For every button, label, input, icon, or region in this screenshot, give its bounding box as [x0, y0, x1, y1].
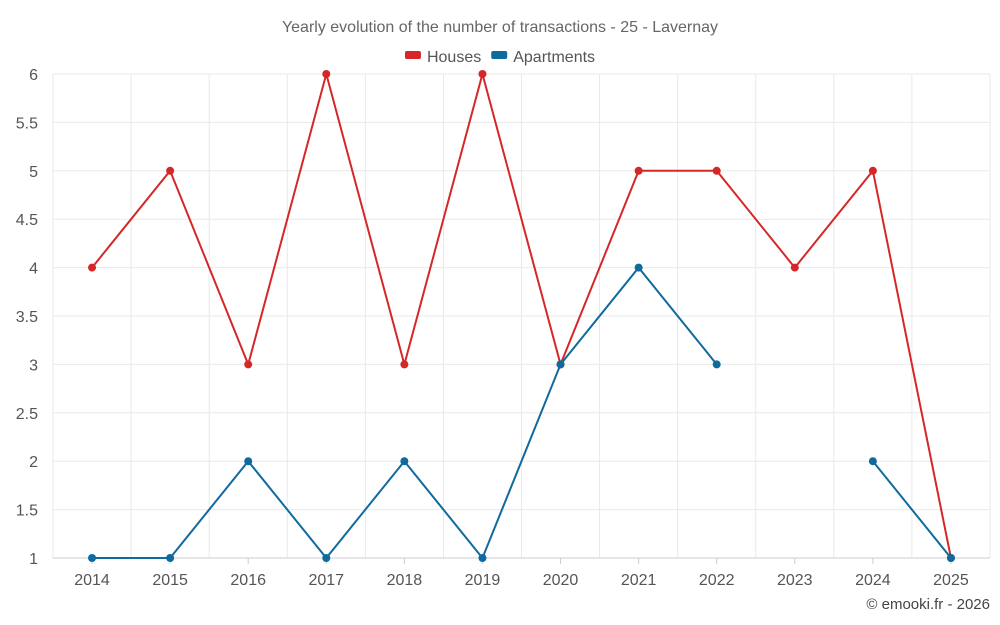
- legend-item-apartments[interactable]: Apartments: [491, 49, 595, 66]
- data-point[interactable]: [478, 70, 487, 78]
- credit-text: © emooki.fr - 2026: [866, 596, 990, 613]
- data-point[interactable]: [88, 554, 97, 562]
- y-tick-label: 5: [29, 164, 38, 181]
- data-point[interactable]: [322, 70, 331, 78]
- y-tick-label: 1: [29, 551, 38, 568]
- series-houses: [88, 70, 955, 562]
- y-tick-label: 4: [29, 261, 38, 278]
- data-point[interactable]: [166, 166, 175, 175]
- legend[interactable]: Houses Apartments: [404, 49, 595, 66]
- y-tick-label: 5.5: [16, 115, 38, 132]
- grid: [52, 73, 991, 559]
- legend-label: Apartments: [513, 49, 595, 66]
- x-axis: 2014 2015 2016 2017 2018 2019 2020 2021 2022 2023…: [53, 557, 990, 589]
- y-tick-label: 3.5: [16, 309, 38, 326]
- data-point[interactable]: [868, 166, 877, 175]
- series: [88, 70, 955, 562]
- data-point[interactable]: [946, 554, 955, 562]
- data-point[interactable]: [712, 360, 721, 369]
- legend-swatch: [491, 51, 508, 59]
- y-axis: 1 1.5 2 2.5 3 3.5 4 4.5 5 5.5 6: [16, 67, 38, 568]
- y-tick-label: 3: [29, 357, 38, 374]
- y-tick-label: 2.5: [16, 406, 38, 423]
- data-point[interactable]: [478, 554, 487, 562]
- x-tick-label: 2017: [308, 572, 344, 589]
- x-tick-label: 2016: [230, 572, 266, 589]
- data-point[interactable]: [166, 554, 175, 562]
- data-point[interactable]: [790, 263, 799, 272]
- data-point[interactable]: [244, 360, 253, 369]
- x-tick-label: 2015: [152, 572, 188, 589]
- x-tick-label: 2025: [933, 572, 969, 589]
- data-point[interactable]: [712, 166, 721, 175]
- x-tick-label: 2023: [777, 572, 813, 589]
- legend-item-houses[interactable]: Houses: [404, 49, 481, 66]
- x-tick-label: 2022: [699, 572, 735, 589]
- x-tick-label: 2024: [855, 572, 891, 589]
- data-point[interactable]: [400, 457, 409, 466]
- y-tick-label: 4.5: [16, 212, 38, 229]
- data-point[interactable]: [634, 263, 643, 272]
- legend-label: Houses: [427, 49, 481, 66]
- data-point[interactable]: [88, 263, 97, 272]
- y-tick-label: 6: [29, 67, 38, 84]
- x-tick-label: 2019: [465, 572, 501, 589]
- x-tick-label: 2018: [387, 572, 423, 589]
- data-point[interactable]: [634, 166, 643, 175]
- legend-swatch: [404, 51, 421, 59]
- chart-title: Yearly evolution of the number of transa…: [282, 19, 718, 36]
- series-apartments: [88, 263, 955, 562]
- data-point[interactable]: [244, 457, 253, 466]
- data-point[interactable]: [322, 554, 331, 562]
- x-tick-label: 2014: [74, 572, 110, 589]
- data-point[interactable]: [868, 457, 877, 466]
- series-line: [872, 460, 952, 559]
- y-tick-label: 1.5: [16, 503, 38, 520]
- data-point[interactable]: [556, 360, 565, 369]
- series-line: [91, 73, 952, 559]
- data-point[interactable]: [400, 360, 409, 369]
- x-tick-label: 2020: [543, 572, 579, 589]
- x-tick-label: 2021: [621, 572, 657, 589]
- y-tick-label: 2: [29, 454, 38, 471]
